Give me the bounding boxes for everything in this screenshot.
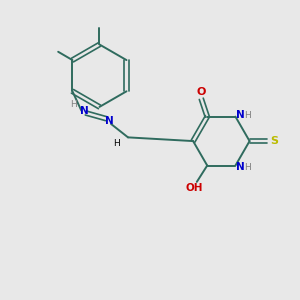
Text: S: S <box>270 136 278 146</box>
Text: H: H <box>244 111 251 120</box>
Text: N: N <box>105 116 114 126</box>
Text: H: H <box>113 140 120 148</box>
Text: H: H <box>244 163 251 172</box>
Text: N: N <box>236 162 244 172</box>
Text: N: N <box>236 110 244 120</box>
Text: OH: OH <box>185 183 202 194</box>
Text: N: N <box>80 106 89 116</box>
Text: H: H <box>70 100 77 109</box>
Text: O: O <box>196 87 206 97</box>
